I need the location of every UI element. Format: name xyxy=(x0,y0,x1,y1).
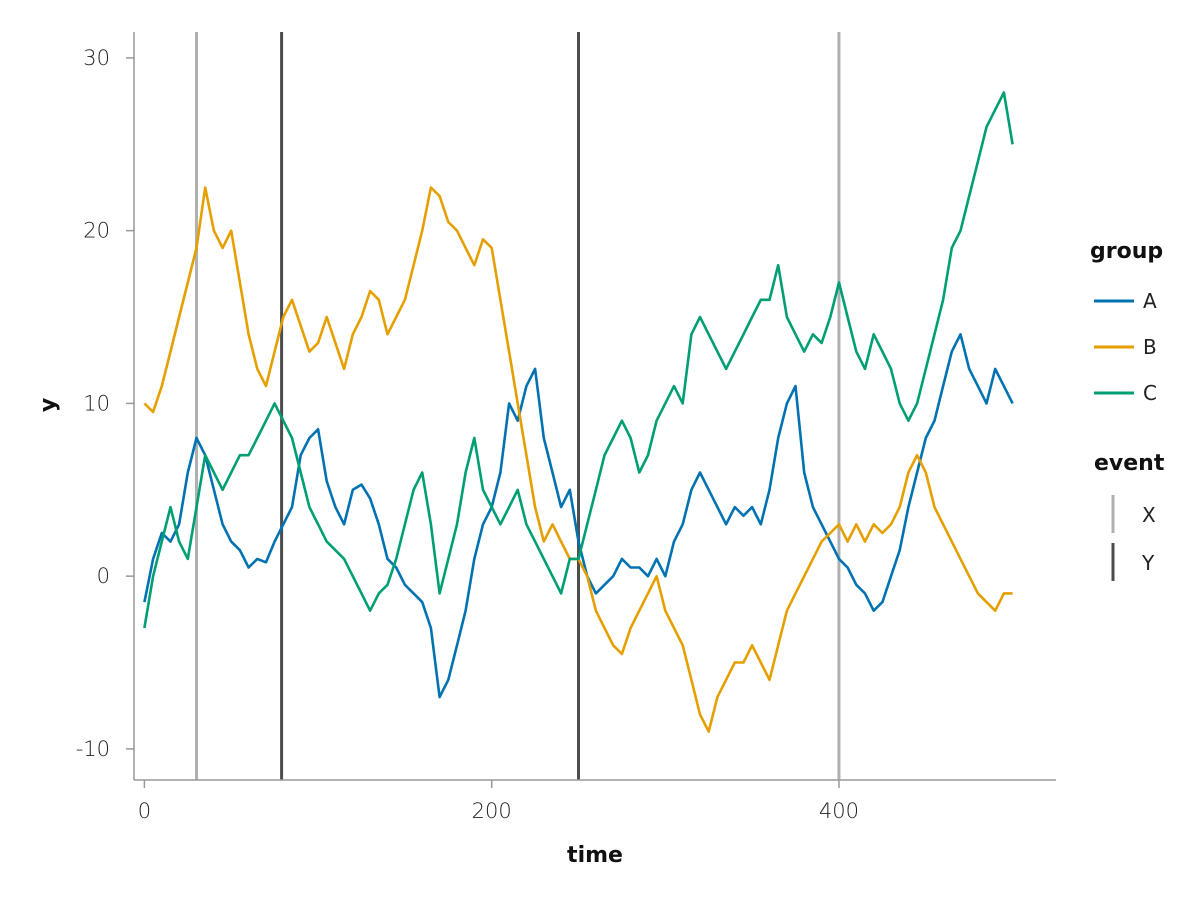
x-tick-label-200: 200 xyxy=(472,799,512,823)
y-tick-label-0: -10 xyxy=(76,737,110,761)
series-line-c xyxy=(143,91,1014,629)
legend-entry-c: C xyxy=(1094,381,1157,405)
y-tick-label-4: 30 xyxy=(83,46,110,70)
x-axis-title: time xyxy=(567,843,623,868)
x-ticks: 0 200 400 xyxy=(138,780,859,823)
legend-label-x: X xyxy=(1142,503,1156,527)
event-lines xyxy=(195,32,841,780)
legend-label-y: Y xyxy=(1141,551,1155,575)
series-line-a xyxy=(143,332,1014,699)
legend-label-a: A xyxy=(1143,289,1157,313)
y-tick-label-1: 0 xyxy=(97,564,110,588)
legend-label-c: C xyxy=(1143,381,1157,405)
x-tick-label-0: 0 xyxy=(138,799,151,823)
legend-entry-a: A xyxy=(1094,289,1157,313)
axes xyxy=(133,32,1056,781)
y-ticks: -10 0 10 20 30 xyxy=(76,46,134,761)
legend-title-event: event xyxy=(1094,451,1165,476)
x-tick-label-400: 400 xyxy=(819,799,859,823)
legend-group: group A B C xyxy=(1090,239,1163,405)
y-tick-label-2: 10 xyxy=(83,391,110,415)
legend-event: event X Y xyxy=(1094,451,1165,581)
y-axis-title: y xyxy=(36,398,61,412)
legend-entry-x: X xyxy=(1111,495,1156,533)
legend-label-b: B xyxy=(1143,335,1157,359)
legend-title-group: group xyxy=(1090,239,1163,264)
series-lines xyxy=(143,91,1014,733)
legend-entry-y: Y xyxy=(1111,543,1155,581)
legend-entry-b: B xyxy=(1094,335,1157,359)
y-tick-label-3: 20 xyxy=(83,219,110,243)
